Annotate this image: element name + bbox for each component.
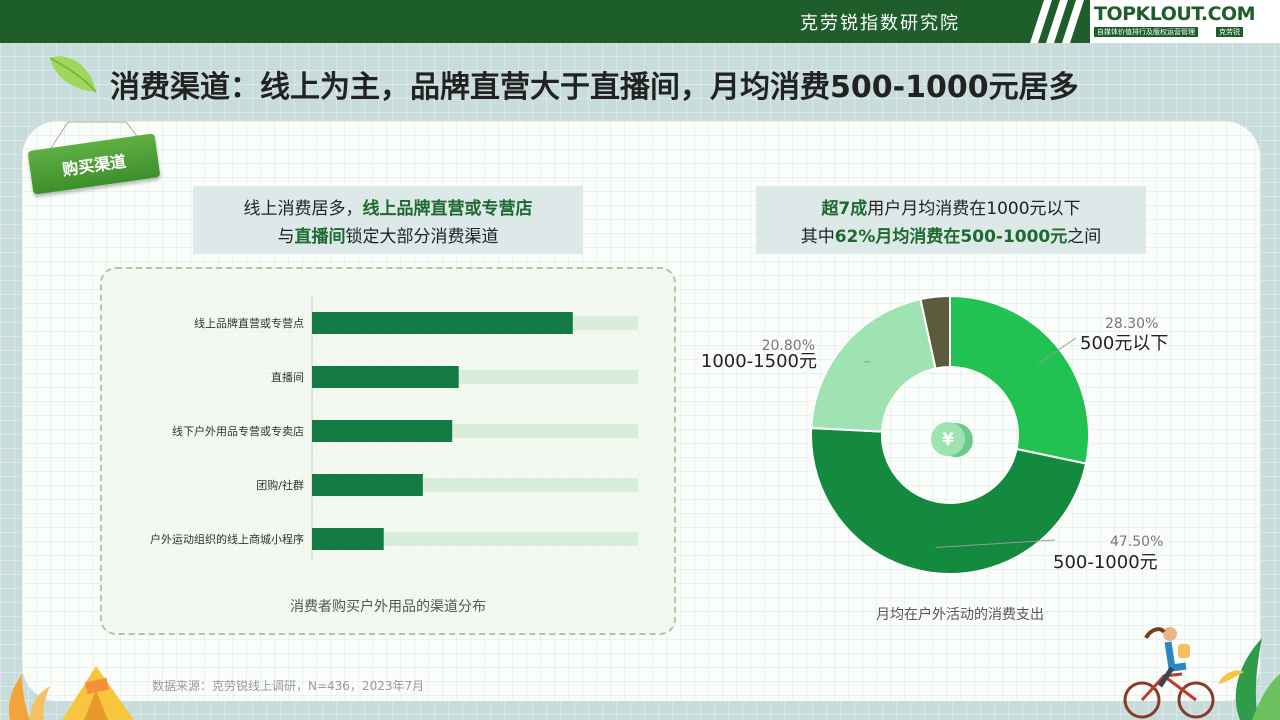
callout-left-line1-pre: 线上消费居多， xyxy=(243,199,363,219)
leaf-icon xyxy=(49,56,97,93)
data-source: 数据来源：克劳锐线上调研，N=436，2023年7月 xyxy=(152,679,425,693)
yuan-symbol: ¥ xyxy=(942,430,954,450)
donut-percent-label: 47.50% xyxy=(1110,534,1163,550)
callout-right-line2-pre: 其中 xyxy=(800,227,835,247)
callout-channels: 线上消费居多，线上品牌直营或专营店 与直播间锁定大部分消费渠道 xyxy=(193,186,583,254)
donut-slice[interactable] xyxy=(919,294,951,370)
cyclist-illustration-icon xyxy=(1123,627,1280,720)
callout-right-line2-post: 之间 xyxy=(1067,227,1102,247)
bar-category-label: 户外运动组织的线上商城小程序 xyxy=(150,532,304,546)
callout-right-line1-post: 用户月均消费在1000元以下 xyxy=(867,199,1081,219)
channel-bar-chart: 线上品牌直营或专营点直播间线下户外用品专营或专卖店团购/社群户外运动组织的线上商… xyxy=(150,295,638,559)
logo[interactable]: TOPKLOUT.COM 自媒体价值排行及版权运营管理 克劳锐 xyxy=(1090,0,1280,43)
donut-percent-label: 20.80% xyxy=(762,338,815,354)
org-name: 克劳锐指数研究院 xyxy=(800,13,960,34)
callout-left-line1-bold: 线上品牌直营或专营店 xyxy=(362,199,533,219)
logo-subtitle: 自媒体价值排行及版权运营管理 xyxy=(1094,27,1198,37)
donut-category-label: 1000-1500元 xyxy=(701,351,817,372)
callout-right-line2-bold: 62%月均消费在500-1000元 xyxy=(834,227,1068,247)
bar-chart-caption: 消费者购买户外用品的渠道分布 xyxy=(290,599,486,615)
bar[interactable] xyxy=(312,528,384,550)
callout-left-line2-post: 锁定大部分消费渠道 xyxy=(345,227,499,247)
bar[interactable] xyxy=(312,420,453,442)
bar[interactable] xyxy=(312,474,423,496)
bar[interactable] xyxy=(312,366,459,388)
donut-chart-caption: 月均在户外活动的消费支出 xyxy=(876,607,1044,623)
bar-category-label: 直播间 xyxy=(271,370,304,384)
tent-plants-icon xyxy=(8,666,134,720)
logo-text: TOPKLOUT.COM xyxy=(1094,3,1256,25)
donut-leader-line xyxy=(1037,337,1077,364)
spending-donut-chart: ¥28.30%500元以下 47.50% 500-1000元 20.80%1000-1… xyxy=(701,294,1168,575)
donut-percent-label: 28.30% xyxy=(1105,316,1158,332)
bar-track xyxy=(312,532,638,546)
bar[interactable] xyxy=(312,312,573,334)
callout-spending: 超7成用户月均消费在1000元以下 其中62%月均消费在500-1000元之间 xyxy=(756,186,1146,254)
page-title: 消费渠道：线上为主，品牌直营大于直播间，月均消费500-1000元居多 xyxy=(110,70,1079,105)
callout-left-line2-bold: 直播间 xyxy=(294,227,346,247)
bar-category-label: 团购/社群 xyxy=(256,478,304,492)
callout-left-line2-pre: 与 xyxy=(277,227,295,247)
logo-subtitle-brand: 克劳锐 xyxy=(1216,27,1243,37)
donut-category-label: 500元以下 xyxy=(1080,333,1168,354)
donut-slice[interactable] xyxy=(949,294,1090,465)
donut-slice[interactable] xyxy=(810,426,1088,575)
header-bar: 克劳锐指数研究院 TOPKLOUT.COM 自媒体价值排行及版权运营管理 克劳锐 xyxy=(0,0,1280,43)
donut-leader-line xyxy=(935,539,1056,549)
donut-category-label: 500-1000元 xyxy=(1053,552,1158,573)
donut-slice[interactable] xyxy=(810,297,937,433)
bar-category-label: 线下户外用品专营或专卖店 xyxy=(172,424,304,438)
yuan-coin-icon xyxy=(931,422,965,456)
section-tag-label: 购买渠道 xyxy=(61,151,128,180)
logo-stripes-icon xyxy=(1030,0,1084,43)
callout-right-line1-bold: 超7成 xyxy=(821,199,868,219)
bar-category-label: 线上品牌直营或专营点 xyxy=(194,316,304,330)
